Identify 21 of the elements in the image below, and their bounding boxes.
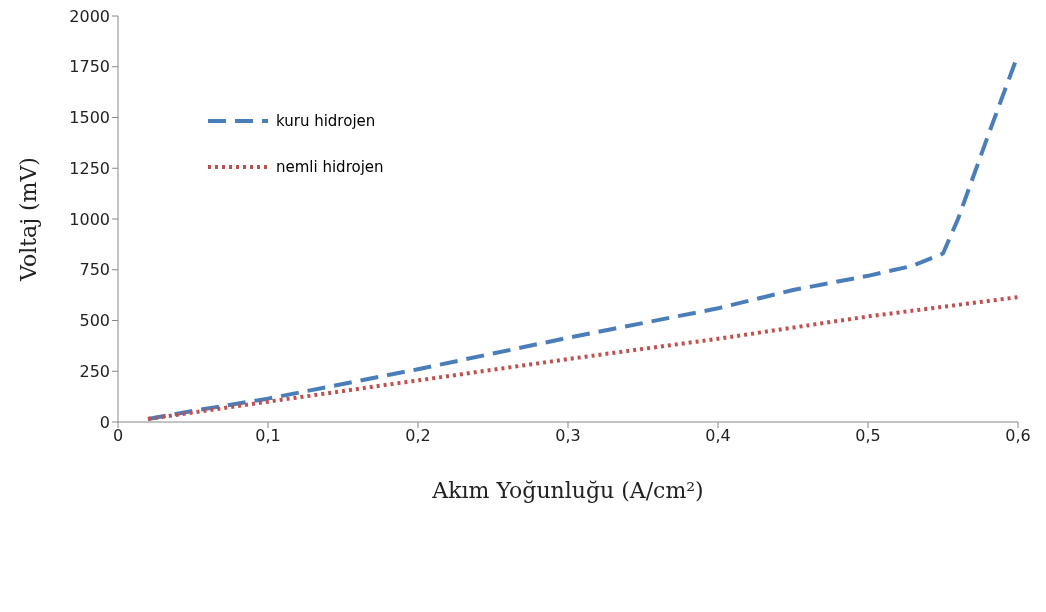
y-tick-label: 750 [79, 260, 110, 280]
legend-label: kuru hidrojen [276, 112, 376, 130]
legend-label: nemli hidrojen [276, 158, 384, 176]
y-axis-title: Voltaj (mV) [15, 157, 41, 282]
y-tick-label: 2000 [69, 6, 110, 26]
line-series [146, 295, 1018, 421]
x-tick-label: 0,2 [405, 426, 431, 446]
y-tick-label: 500 [79, 311, 110, 331]
x-tick-label: 0 [112, 426, 124, 446]
x-tick-label: 0,3 [555, 426, 581, 446]
x-tick-label: 0,1 [255, 426, 281, 446]
y-tick-label: 1250 [69, 158, 110, 178]
y-tick-label: 0 [99, 412, 110, 432]
y-tick-label: 1750 [69, 57, 110, 77]
x-axis-title: Akım Yoğunluğu (A/cm²) [431, 478, 704, 503]
y-tick-label: 1000 [69, 209, 110, 229]
x-tick-label: 0,4 [705, 426, 731, 446]
x-tick-label: 0,5 [855, 426, 881, 446]
y-tick-label: 1500 [69, 108, 110, 128]
x-tick-label: 0,6 [1005, 426, 1031, 446]
y-tick-label: 250 [79, 361, 110, 381]
